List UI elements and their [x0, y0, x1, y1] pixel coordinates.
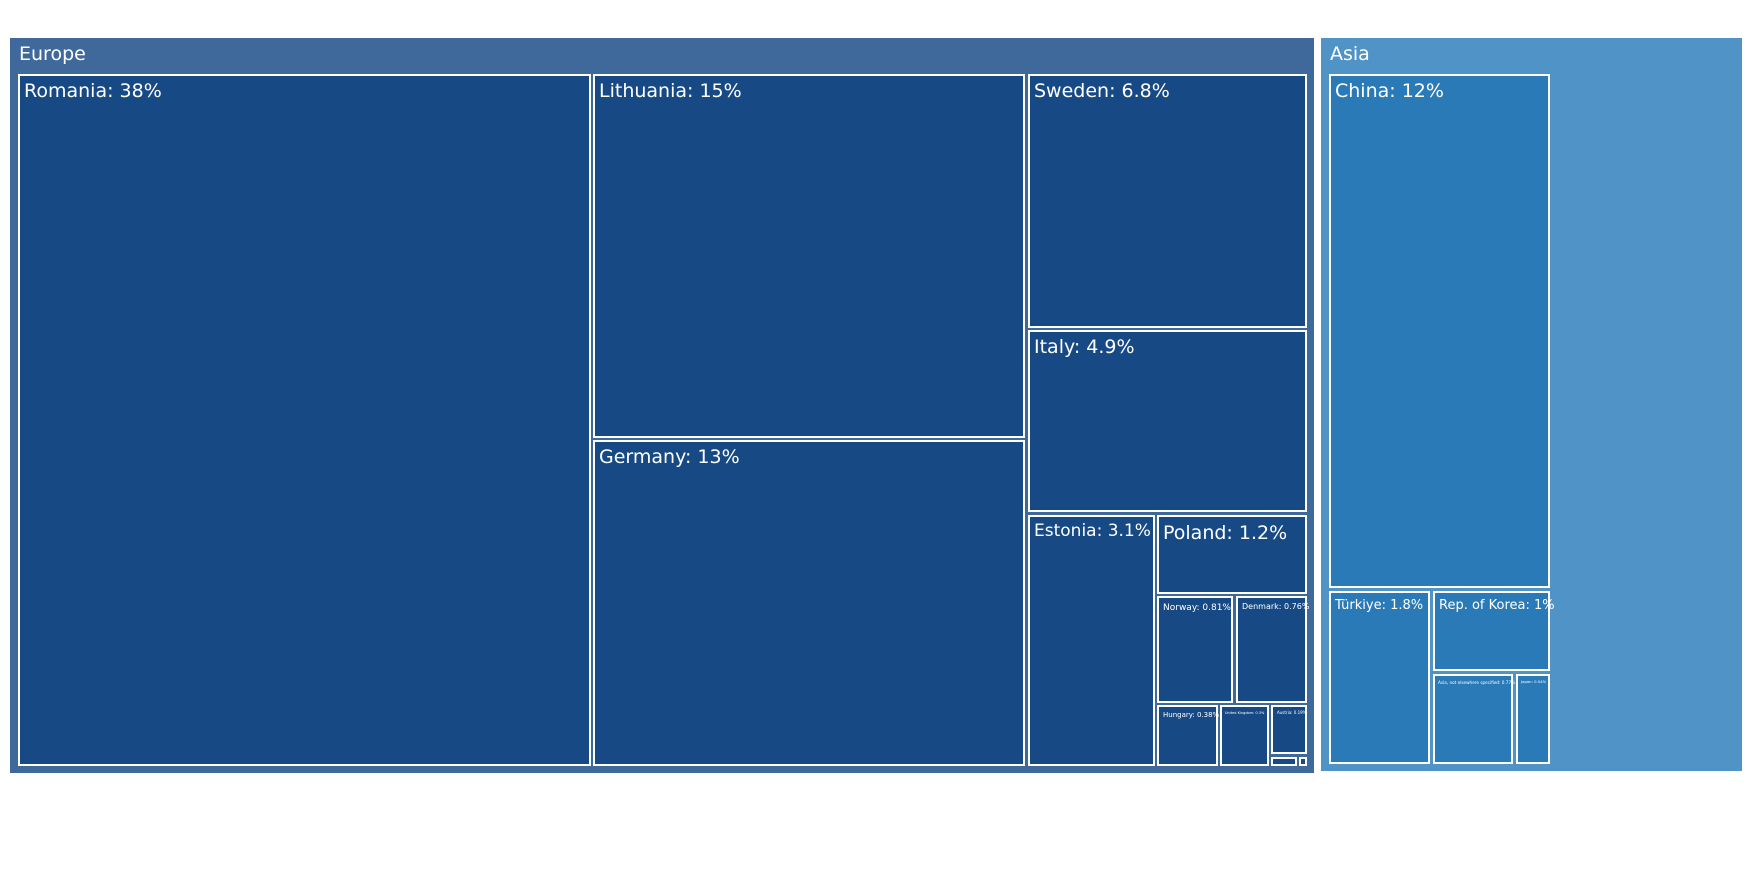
tile-label-united-kingdom: United Kingdom: 0.3%: [1225, 711, 1265, 715]
treemap-tile-estonia[interactable]: [1028, 515, 1155, 766]
treemap-tile-denmark[interactable]: [1236, 596, 1307, 703]
tile-label-denmark: Denmark: 0.76%: [1242, 602, 1310, 611]
treemap-group-asia: Asia China: 12% Türkiye: 1.8% Rep. of Korea…: [1321, 38, 1742, 771]
treemap-tile-lithuania[interactable]: [593, 74, 1025, 438]
treemap-tile-rep-of-korea[interactable]: [1433, 591, 1550, 671]
treemap-tile-europe-item-12[interactable]: [1271, 757, 1297, 766]
tile-label-asia-not-elsewhere-specified: Asia, not elsewhere specified: 0.77%: [1438, 680, 1515, 685]
tile-label-norway: Norway: 0.81%: [1163, 603, 1231, 613]
tile-label-poland: Poland: 1.2%: [1163, 522, 1287, 544]
tile-label-estonia: Estonia: 3.1%: [1034, 521, 1151, 541]
tile-label-turkiye: Türkiye: 1.8%: [1334, 598, 1423, 613]
treemap-tile-sweden[interactable]: [1028, 74, 1307, 328]
treemap-tile-united-kingdom[interactable]: [1220, 705, 1269, 766]
tile-label-sweden: Sweden: 6.8%: [1034, 80, 1170, 102]
treemap-tile-norway[interactable]: [1157, 596, 1233, 703]
tile-label-china: China: 12%: [1335, 80, 1444, 102]
treemap-tile-italy[interactable]: [1028, 330, 1307, 512]
treemap-tile-hungary[interactable]: [1157, 705, 1218, 766]
tile-label-lithuania: Lithuania: 15%: [599, 80, 742, 102]
treemap-tile-austria[interactable]: [1271, 705, 1307, 754]
group-label-europe: Europe: [19, 43, 86, 65]
tile-label-italy: Italy: 4.9%: [1034, 336, 1135, 358]
treemap-tile-china[interactable]: [1329, 74, 1550, 588]
treemap-tile-germany[interactable]: [593, 440, 1025, 766]
treemap-tile-poland[interactable]: [1157, 515, 1307, 594]
treemap-tile-romania[interactable]: [18, 74, 591, 766]
treemap-tile-europe-item-13[interactable]: [1299, 757, 1307, 766]
tile-label-romania: Romania: 38%: [24, 80, 162, 102]
tile-label-germany: Germany: 13%: [599, 446, 740, 468]
group-label-asia: Asia: [1330, 43, 1370, 65]
treemap-tile-turkiye[interactable]: [1329, 591, 1430, 764]
tile-label-austria: Austria: 0.19%: [1277, 710, 1307, 715]
treemap-tile-japan[interactable]: [1516, 674, 1550, 764]
treemap-group-europe: Europe Romania: 38% Lithuania: 15% Germany:…: [10, 38, 1314, 773]
treemap-tile-asia-not-elsewhere-specified[interactable]: [1433, 674, 1513, 764]
tile-label-japan: Japan: 0.54%: [1520, 679, 1547, 684]
tile-label-hungary: Hungary: 0.38%: [1163, 711, 1220, 719]
tile-label-rep-of-korea: Rep. of Korea: 1%: [1439, 598, 1555, 613]
